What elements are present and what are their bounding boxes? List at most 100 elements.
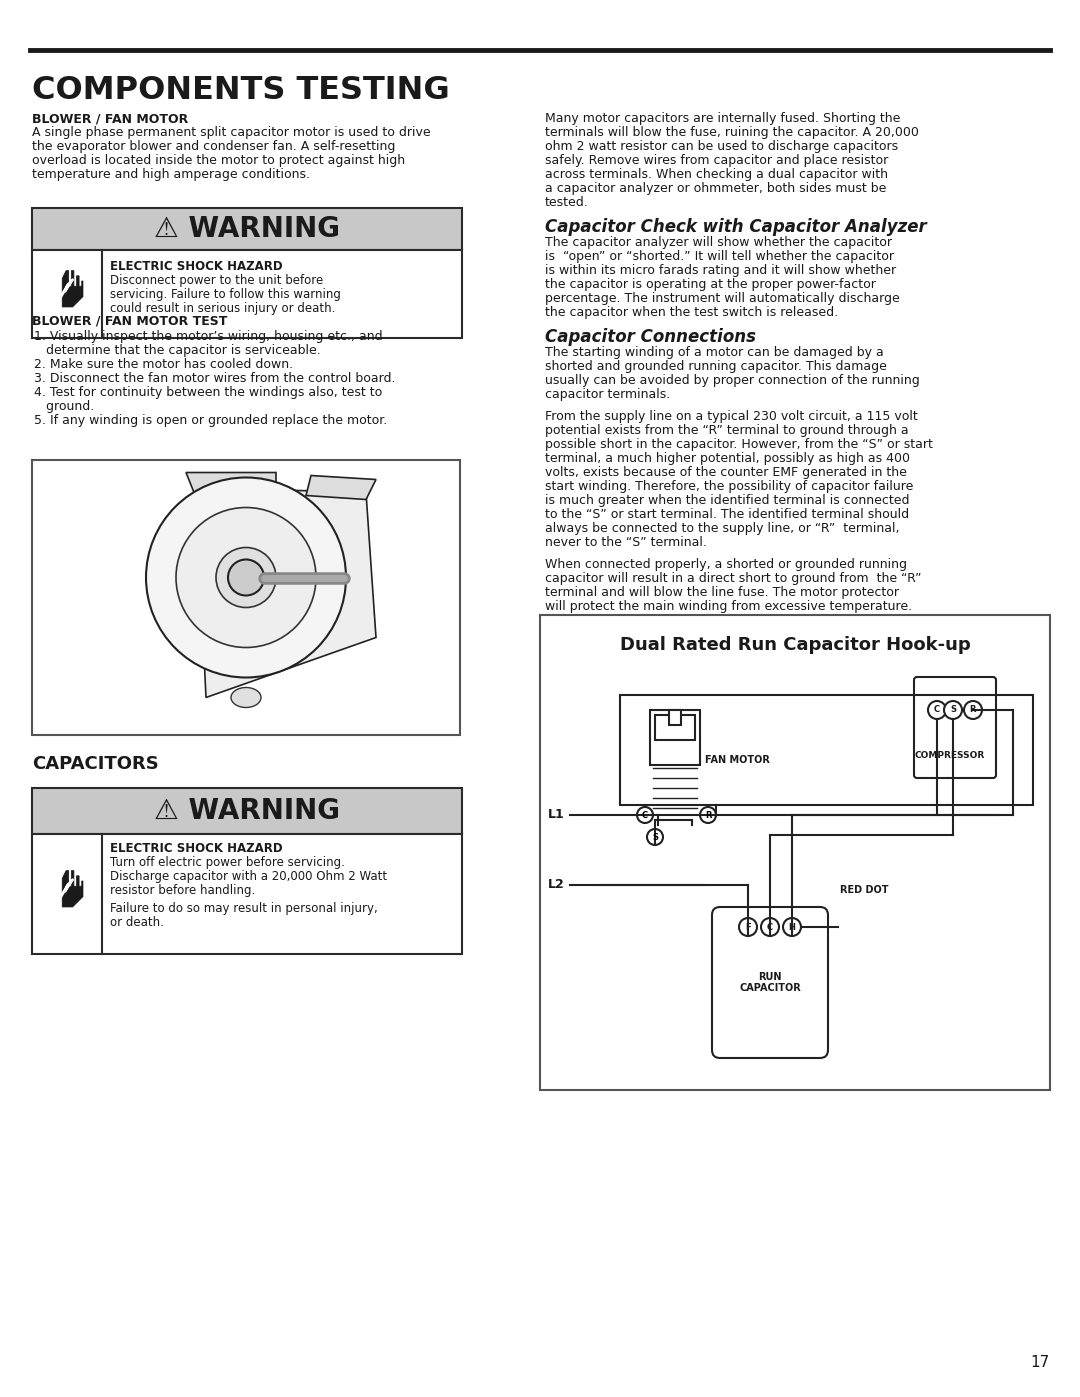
Text: 3. Disconnect the fan motor wires from the control board.: 3. Disconnect the fan motor wires from t…: [33, 372, 395, 386]
Circle shape: [739, 918, 757, 936]
Text: resistor before handling.: resistor before handling.: [110, 884, 255, 897]
Text: never to the “S” terminal.: never to the “S” terminal.: [545, 536, 707, 549]
Text: usually can be avoided by proper connection of the running: usually can be avoided by proper connect…: [545, 374, 920, 387]
Text: RED DOT: RED DOT: [840, 886, 889, 895]
Text: ⚠ WARNING: ⚠ WARNING: [154, 798, 340, 826]
Text: L2: L2: [549, 879, 565, 891]
Text: L1: L1: [549, 809, 565, 821]
Bar: [32, 788, 462, 834]
Bar: [669, 710, 681, 725]
Circle shape: [783, 918, 801, 936]
Text: a capacitor analyzer or ohmmeter, both sides must be: a capacitor analyzer or ohmmeter, both s…: [545, 182, 887, 196]
Ellipse shape: [176, 507, 316, 647]
Text: 1. Visually inspect the motor’s wiring, housing etc., and: 1. Visually inspect the motor’s wiring, …: [33, 330, 382, 344]
Circle shape: [637, 807, 653, 823]
Text: 5. If any winding is open or grounded replace the motor.: 5. If any winding is open or grounded re…: [33, 414, 388, 427]
Polygon shape: [63, 271, 83, 307]
Text: the evaporator blower and condenser fan. A self-resetting: the evaporator blower and condenser fan.…: [32, 140, 395, 154]
Text: RUN
CAPACITOR: RUN CAPACITOR: [739, 972, 801, 993]
Text: ELECTRIC SHOCK HAZARD: ELECTRIC SHOCK HAZARD: [110, 842, 283, 855]
Text: From the supply line on a typical 230 volt circuit, a 115 volt: From the supply line on a typical 230 vo…: [545, 409, 918, 423]
Text: ⚠ WARNING: ⚠ WARNING: [154, 215, 340, 243]
Text: or death.: or death.: [110, 916, 164, 929]
FancyBboxPatch shape: [712, 907, 828, 1058]
Text: safely. Remove wires from capacitor and place resistor: safely. Remove wires from capacitor and …: [545, 154, 888, 168]
Polygon shape: [306, 475, 376, 500]
Circle shape: [964, 701, 982, 719]
Text: could result in serious injury or death.: could result in serious injury or death.: [110, 302, 336, 314]
Text: 4. Test for continuity between the windings also, test to: 4. Test for continuity between the windi…: [33, 386, 382, 400]
Text: always be connected to the supply line, or “R”  terminal,: always be connected to the supply line, …: [545, 522, 900, 535]
Text: S: S: [652, 833, 658, 841]
Text: Failure to do so may result in personal injury,: Failure to do so may result in personal …: [110, 902, 378, 915]
Text: ELECTRIC SHOCK HAZARD: ELECTRIC SHOCK HAZARD: [110, 260, 283, 272]
Circle shape: [700, 807, 716, 823]
Text: FAN MOTOR: FAN MOTOR: [705, 754, 770, 766]
Text: Discharge capacitor with a 20,000 Ohm 2 Watt: Discharge capacitor with a 20,000 Ohm 2 …: [110, 870, 387, 883]
Bar: [654, 715, 696, 740]
Text: The capacitor analyzer will show whether the capacitor: The capacitor analyzer will show whether…: [545, 236, 892, 249]
Text: terminal, a much higher potential, possibly as high as 400: terminal, a much higher potential, possi…: [545, 453, 910, 465]
Text: will protect the main winding from excessive temperature.: will protect the main winding from exces…: [545, 599, 913, 613]
Text: The starting winding of a motor can be damaged by a: The starting winding of a motor can be d…: [545, 346, 883, 359]
Text: volts, exists because of the counter EMF generated in the: volts, exists because of the counter EMF…: [545, 467, 907, 479]
Text: Capacitor Connections: Capacitor Connections: [545, 328, 756, 346]
Text: 2. Make sure the motor has cooled down.: 2. Make sure the motor has cooled down.: [33, 358, 293, 372]
Bar: [32, 208, 462, 250]
Text: possible short in the capacitor. However, from the “S” or start: possible short in the capacitor. However…: [545, 439, 933, 451]
Text: the capacitor is operating at the proper power-factor: the capacitor is operating at the proper…: [545, 278, 876, 291]
Text: shorted and grounded running capacitor. This damage: shorted and grounded running capacitor. …: [545, 360, 887, 373]
Bar: [540, 615, 1050, 1090]
Text: S: S: [950, 705, 956, 714]
Polygon shape: [186, 472, 276, 497]
Text: Dual Rated Run Capacitor Hook-up: Dual Rated Run Capacitor Hook-up: [620, 636, 970, 654]
Text: C: C: [642, 810, 648, 820]
Text: to the “S” or start terminal. The identified terminal should: to the “S” or start terminal. The identi…: [545, 509, 909, 521]
Ellipse shape: [216, 548, 276, 608]
Text: Capacitor Check with Capacitor Analyzer: Capacitor Check with Capacitor Analyzer: [545, 218, 927, 236]
Text: CAPACITORS: CAPACITORS: [32, 754, 159, 773]
Text: tested.: tested.: [545, 196, 589, 210]
Text: When connected properly, a shorted or grounded running: When connected properly, a shorted or gr…: [545, 557, 907, 571]
Circle shape: [944, 701, 962, 719]
Text: A single phase permanent split capacitor motor is used to drive: A single phase permanent split capacitor…: [32, 126, 431, 138]
Text: R: R: [970, 705, 976, 714]
Text: BLOWER / FAN MOTOR TEST: BLOWER / FAN MOTOR TEST: [32, 314, 228, 327]
Text: C: C: [934, 705, 940, 714]
Text: BLOWER / FAN MOTOR: BLOWER / FAN MOTOR: [32, 112, 188, 124]
Text: is much greater when the identified terminal is connected: is much greater when the identified term…: [545, 495, 909, 507]
Text: Many motor capacitors are internally fused. Shorting the: Many motor capacitors are internally fus…: [545, 112, 901, 124]
Text: the capacitor when the test switch is released.: the capacitor when the test switch is re…: [545, 306, 838, 319]
Text: across terminals. When checking a dual capacitor with: across terminals. When checking a dual c…: [545, 168, 888, 182]
Text: start winding. Therefore, the possibility of capacitor failure: start winding. Therefore, the possibilit…: [545, 481, 914, 493]
Text: F: F: [745, 922, 751, 932]
Circle shape: [228, 560, 264, 595]
Text: 17: 17: [1030, 1355, 1050, 1370]
Text: C: C: [767, 922, 773, 932]
Circle shape: [761, 918, 779, 936]
Text: R: R: [705, 810, 712, 820]
Text: overload is located inside the motor to protect against high: overload is located inside the motor to …: [32, 154, 405, 168]
Bar: [32, 460, 460, 735]
Ellipse shape: [146, 478, 346, 678]
Circle shape: [928, 701, 946, 719]
Text: is  “open” or “shorted.” It will tell whether the capacitor: is “open” or “shorted.” It will tell whe…: [545, 250, 894, 263]
Text: is within its micro farads rating and it will show whether: is within its micro farads rating and it…: [545, 264, 896, 277]
Text: servicing. Failure to follow this warning: servicing. Failure to follow this warnin…: [110, 288, 341, 300]
Text: capacitor terminals.: capacitor terminals.: [545, 388, 671, 401]
Bar: [32, 834, 462, 954]
Text: terminals will blow the fuse, ruining the capacitor. A 20,000: terminals will blow the fuse, ruining th…: [545, 126, 919, 138]
Polygon shape: [63, 870, 83, 907]
Text: capacitor will result in a direct short to ground from  the “R”: capacitor will result in a direct short …: [545, 571, 921, 585]
Text: percentage. The instrument will automatically discharge: percentage. The instrument will automati…: [545, 292, 900, 305]
Text: COMPRESSOR: COMPRESSOR: [915, 750, 985, 760]
Text: temperature and high amperage conditions.: temperature and high amperage conditions…: [32, 168, 310, 182]
Circle shape: [647, 828, 663, 845]
Text: COMPONENTS TESTING: COMPONENTS TESTING: [32, 75, 449, 106]
Polygon shape: [195, 488, 376, 697]
Text: H: H: [788, 922, 796, 932]
Text: determine that the capacitor is serviceable.: determine that the capacitor is servicea…: [33, 344, 321, 358]
Text: potential exists from the “R” terminal to ground through a: potential exists from the “R” terminal t…: [545, 425, 908, 437]
Text: ground.: ground.: [33, 400, 94, 414]
Text: Turn off electric power before servicing.: Turn off electric power before servicing…: [110, 856, 345, 869]
